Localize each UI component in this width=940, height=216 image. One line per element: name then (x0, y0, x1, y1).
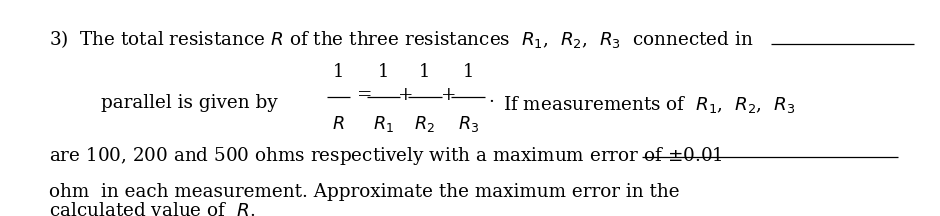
Text: ohm  in each measurement. Approximate the maximum error in the: ohm in each measurement. Approximate the… (49, 183, 680, 200)
Text: 1: 1 (333, 63, 344, 81)
Text: $R$: $R$ (332, 115, 345, 133)
Text: +: + (399, 86, 414, 104)
Text: $R_3$: $R_3$ (458, 114, 478, 134)
Text: $R_1$: $R_1$ (373, 114, 394, 134)
Text: are 100, 200 and 500 ohms respectively with a maximum error of $\pm$0.01: are 100, 200 and 500 ohms respectively w… (49, 145, 723, 167)
Text: If measurements of  $R_1$,  $R_2$,  $R_3$: If measurements of $R_1$, $R_2$, $R_3$ (503, 94, 795, 115)
Text: 1: 1 (419, 63, 431, 81)
Text: +: + (441, 86, 456, 104)
Text: calculated value of  $R$.: calculated value of $R$. (49, 202, 255, 216)
Text: parallel is given by: parallel is given by (101, 94, 277, 112)
Text: .: . (488, 88, 494, 106)
Text: =: = (357, 86, 372, 104)
Text: $R_2$: $R_2$ (415, 114, 435, 134)
Text: 1: 1 (378, 63, 389, 81)
Text: 1: 1 (462, 63, 474, 81)
Text: 3)  The total resistance $R$ of the three resistances  $R_1$,  $R_2$,  $R_3$  co: 3) The total resistance $R$ of the three… (49, 28, 753, 50)
